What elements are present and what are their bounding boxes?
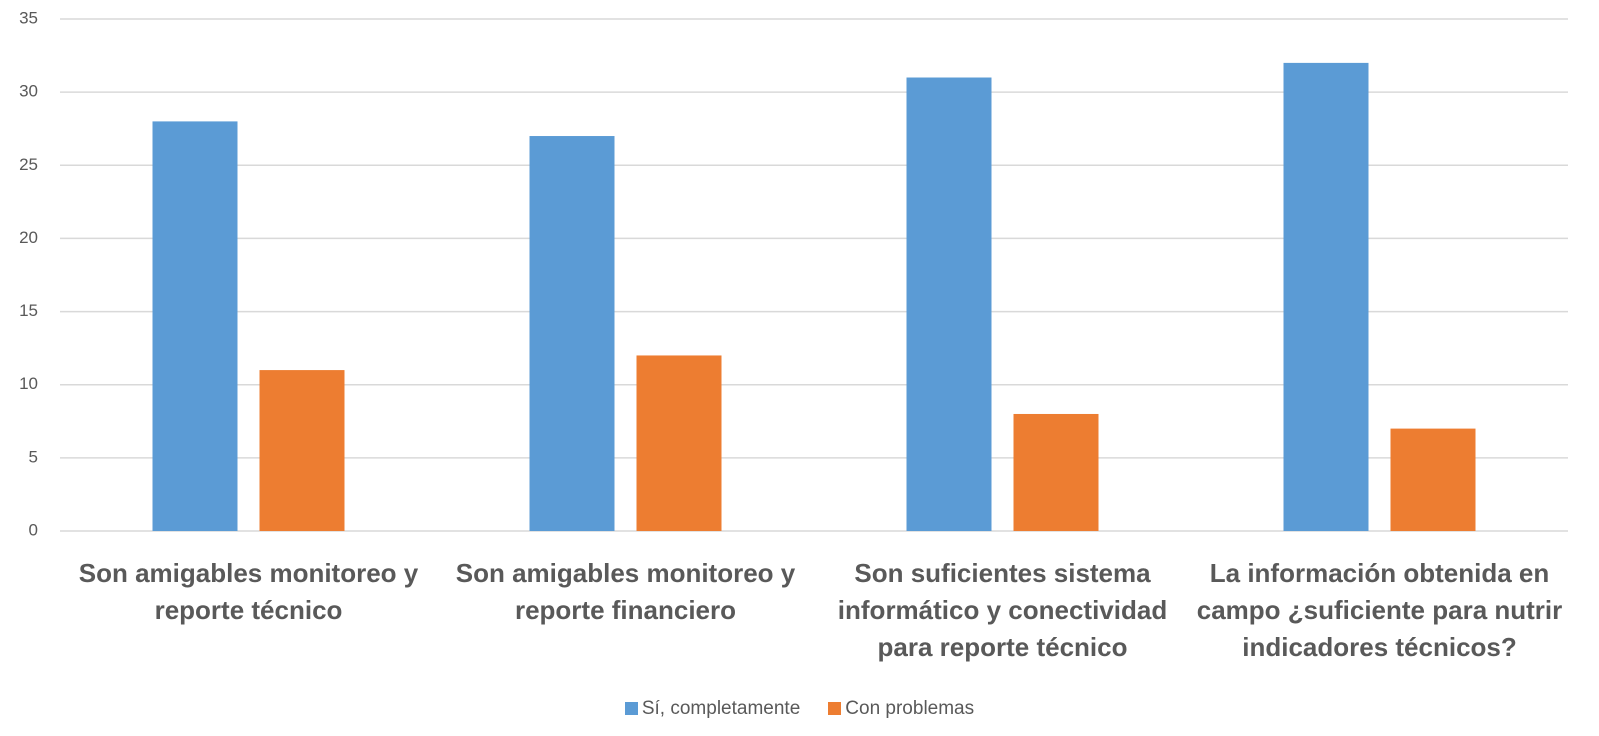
legend-item: Sí, completamente [624, 698, 801, 720]
bar [1283, 62, 1369, 532]
y-tick-label: 30 [19, 82, 38, 101]
legend-item: Con problemas [828, 698, 974, 720]
legend-swatch [624, 702, 638, 715]
bar [152, 121, 238, 532]
legend-label: Con problemas [845, 698, 975, 719]
y-tick-label: 25 [19, 155, 38, 174]
bar [906, 77, 992, 531]
x-tick-label: La información obtenida en campo ¿sufici… [1196, 558, 1563, 662]
x-tick-label: Son amigables monitoreo y reporte técnic… [78, 558, 419, 625]
y-tick-label: 0 [29, 520, 38, 539]
x-tick-label: Son suficientes sistema informático y co… [837, 558, 1168, 662]
legend-swatch [828, 702, 842, 715]
y-tick-label: 20 [19, 228, 38, 247]
y-tick-label: 35 [19, 8, 38, 27]
bar [259, 370, 345, 531]
legend: Sí, completamente Con problemas [0, 698, 1599, 720]
bar [1013, 413, 1099, 531]
bar [1390, 428, 1476, 531]
x-tick-label: Son amigables monitoreo y reporte financ… [455, 558, 796, 625]
legend-label: Sí, completamente [641, 698, 801, 719]
bar [636, 355, 722, 531]
y-tick-label: 15 [19, 301, 38, 320]
y-tick-label: 5 [29, 447, 38, 466]
y-tick-label: 10 [19, 374, 38, 393]
bar [529, 136, 615, 531]
